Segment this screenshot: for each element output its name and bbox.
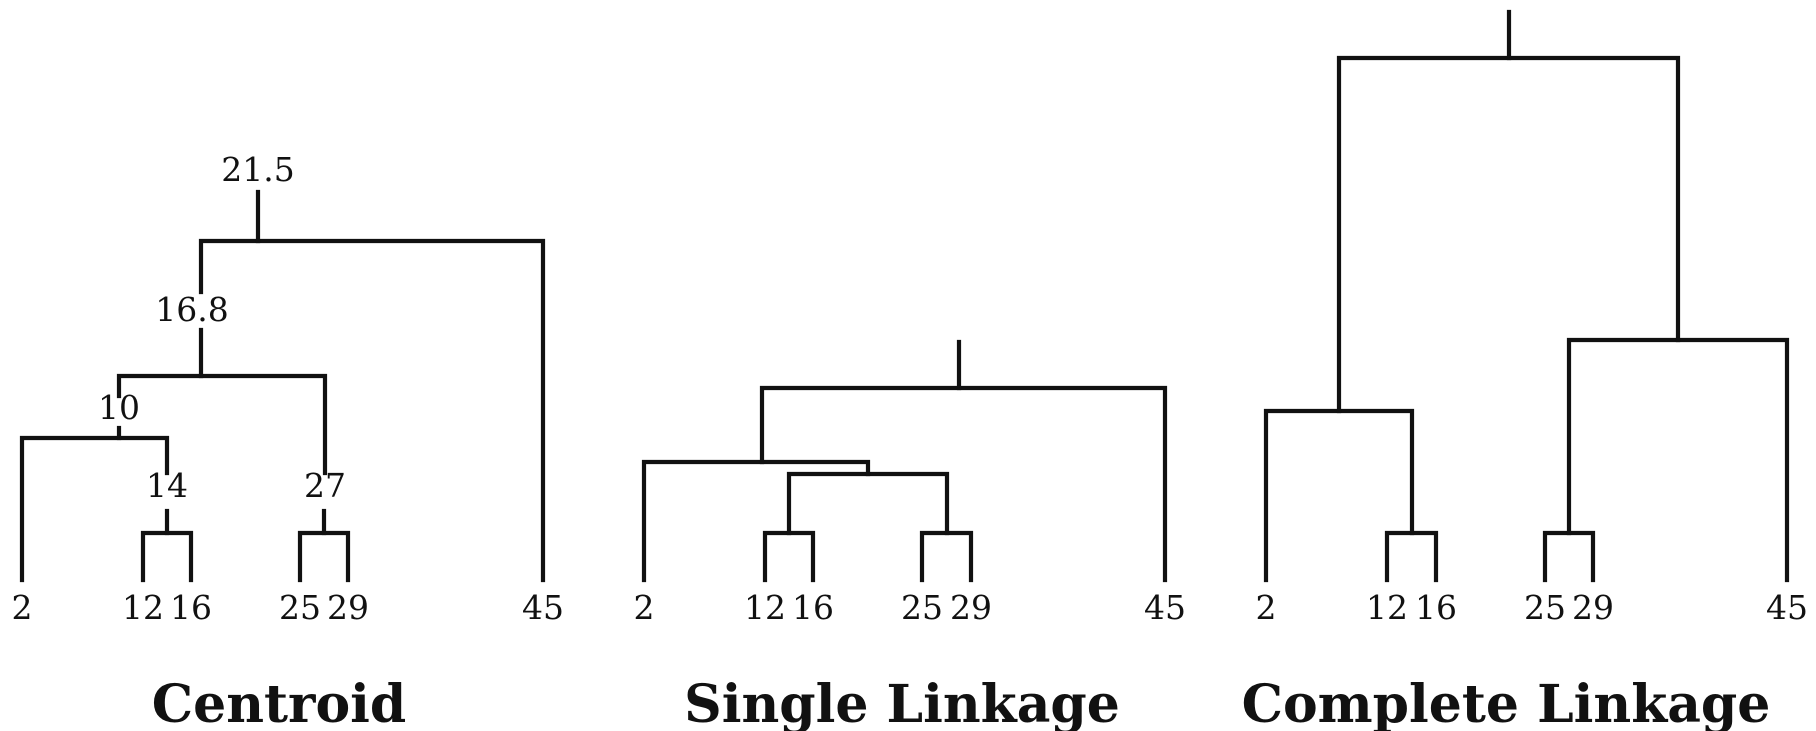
complete-link-2-pair xyxy=(1263,408,1415,583)
complete-linkage-title: Complete Linkage xyxy=(1242,674,1771,731)
centroid-merge-label: 10 xyxy=(98,388,140,427)
complete-leaf: 2 xyxy=(1256,588,1277,627)
complete-leaf: 45 xyxy=(1766,588,1808,627)
complete-linkage-dendrogram: 2 12 16 25 29 45 Complete Linkage xyxy=(1242,9,1808,731)
centroid-leaf: 25 xyxy=(279,588,321,627)
centroid-leaf: 12 xyxy=(122,588,164,627)
centroid-link-25-29 xyxy=(297,530,351,583)
single-leaf: 12 xyxy=(744,588,786,627)
complete-link-top xyxy=(1336,55,1681,414)
centroid-link-10-27 xyxy=(116,373,328,476)
complete-leaf: 25 xyxy=(1524,588,1566,627)
complete-link-25-29 xyxy=(1542,530,1596,583)
single-link-25-29 xyxy=(919,530,974,583)
centroid-link-16.8-45 xyxy=(198,238,546,583)
single-linkage-title: Single Linkage xyxy=(684,674,1120,731)
centroid-dendrogram: 2 12 16 25 29 45 14 27 10 16.8 21.5 Cent… xyxy=(12,150,565,731)
centroid-link-12-16 xyxy=(140,530,194,583)
single-leaf: 45 xyxy=(1144,588,1186,627)
centroid-link-2-14 xyxy=(19,435,170,583)
complete-leaf: 12 xyxy=(1366,588,1408,627)
complete-link-12-16 xyxy=(1384,530,1439,583)
single-link-pairs xyxy=(786,471,950,536)
single-link-2 xyxy=(641,459,871,583)
single-leaf: 25 xyxy=(901,588,943,627)
complete-leaf: 29 xyxy=(1572,588,1614,627)
centroid-title: Centroid xyxy=(152,674,407,731)
single-link-12-16 xyxy=(762,530,816,583)
centroid-leaf: 16 xyxy=(170,588,212,627)
single-linkage-dendrogram: 2 12 16 25 29 45 Single Linkage xyxy=(634,339,1186,731)
centroid-merge-label: 21.5 xyxy=(221,150,294,189)
single-link-45 xyxy=(759,385,1168,583)
single-leaf: 16 xyxy=(792,588,834,627)
complete-leaf: 16 xyxy=(1415,588,1457,627)
centroid-leaf: 29 xyxy=(327,588,369,627)
single-leaf: 29 xyxy=(950,588,992,627)
centroid-leaf: 45 xyxy=(522,588,564,627)
single-leaf: 2 xyxy=(634,588,655,627)
centroid-merge-label: 16.8 xyxy=(155,290,228,329)
centroid-merge-label: 27 xyxy=(304,466,346,505)
centroid-merge-label: 14 xyxy=(146,466,188,505)
complete-link-pair-45 xyxy=(1566,337,1790,583)
centroid-leaf: 2 xyxy=(12,588,33,627)
